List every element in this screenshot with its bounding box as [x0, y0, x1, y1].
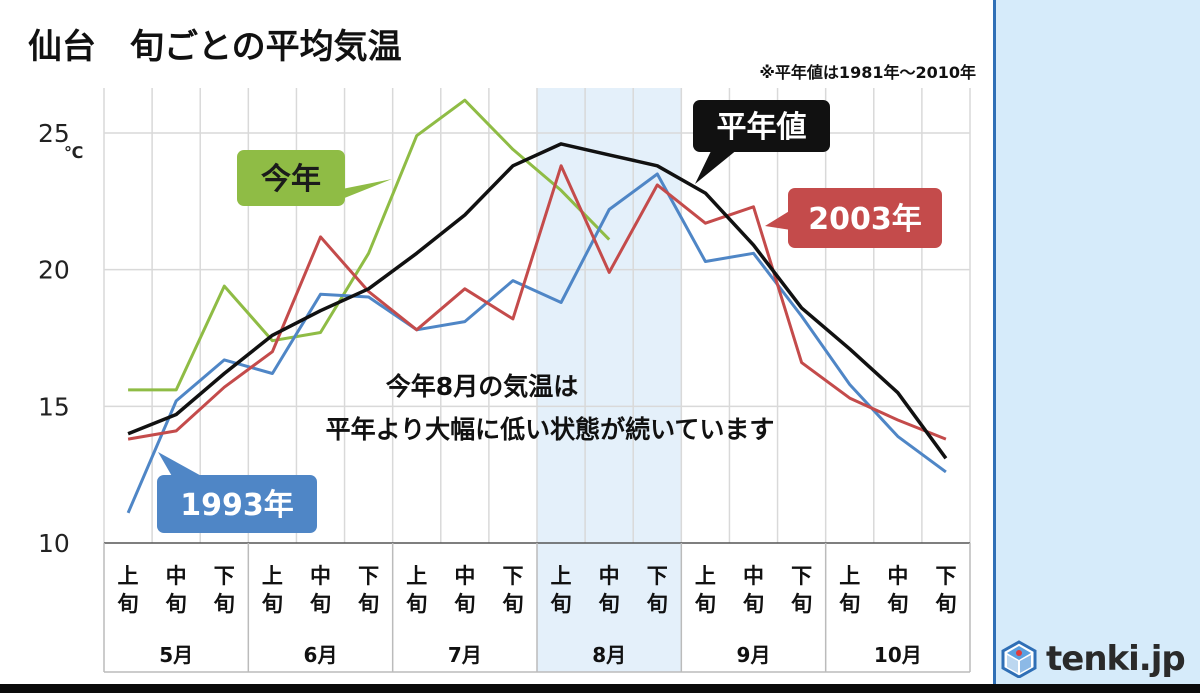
series-line-y2003 — [127, 164, 947, 441]
x-tick-label: 旬 — [453, 592, 475, 616]
callout-pointer — [765, 210, 791, 230]
x-tick-label: 中 — [166, 564, 187, 588]
y-tick-label: 20 — [38, 256, 70, 285]
logo-text: tenki.jp — [1046, 639, 1186, 679]
y-unit-label: ℃ — [64, 143, 83, 162]
tenki-logo-icon — [1001, 640, 1037, 678]
x-tick-label: 旬 — [117, 592, 139, 616]
series-line-y1993 — [126, 172, 947, 514]
series-layer — [126, 98, 948, 514]
normal-period-note: ※平年値は1981年～2010年 — [759, 63, 976, 82]
month-label: 7月 — [448, 643, 482, 667]
x-tick-label: 旬 — [742, 592, 764, 616]
legend-callout-y2003: 2003年 — [765, 188, 942, 248]
y-tick-label: 25 — [38, 119, 70, 148]
y-tick-label: 15 — [38, 392, 70, 421]
x-tick-label: 旬 — [357, 592, 379, 616]
legend-callout-y1993: 1993年 — [157, 452, 317, 533]
x-tick-label: 旬 — [598, 592, 620, 616]
callout-pointer — [158, 452, 205, 478]
month-label: 9月 — [737, 643, 771, 667]
x-tick-label: 中 — [599, 564, 620, 588]
callout-label: 1993年 — [180, 488, 294, 523]
callout-label: 2003年 — [808, 202, 922, 237]
legend-callout-heinen: 平年値 — [693, 100, 830, 184]
callout-label: 平年値 — [717, 110, 807, 145]
callout-pointer — [342, 179, 392, 199]
series-line-kotoshi — [128, 98, 611, 392]
callout-label: 今年 — [261, 162, 321, 197]
x-tick-label: 中 — [887, 564, 908, 588]
callout-box — [788, 188, 942, 248]
x-tick-label: 旬 — [501, 592, 523, 616]
tenki-logo[interactable]: tenki.jp — [1000, 632, 1186, 686]
series-line-heinen — [127, 142, 948, 460]
x-tick-label: 旬 — [694, 592, 716, 616]
x-tick-label: 旬 — [934, 592, 956, 616]
annotation-line-1: 今年8月の気温は — [386, 372, 578, 401]
x-tick-label: 旬 — [838, 592, 860, 616]
month-label: 5月 — [159, 643, 193, 667]
x-tick-label: 上 — [695, 564, 716, 588]
callout-pointer — [695, 149, 738, 184]
x-tick-label: 旬 — [213, 592, 235, 616]
chart-title: 仙台 旬ごとの平均気温 — [28, 27, 402, 67]
temperature-chart: 10152025上旬中旬下旬上旬中旬下旬上旬中旬下旬上旬中旬下旬上旬中旬下旬上旬… — [28, 27, 976, 673]
x-tick-label: 旬 — [261, 592, 283, 616]
x-tick-label: 旬 — [790, 592, 812, 616]
x-tick-label: 下 — [647, 564, 668, 588]
callout-box — [157, 475, 317, 533]
x-tick-label: 旬 — [646, 592, 668, 616]
x-tick-label: 中 — [310, 564, 331, 588]
x-tick-label: 上 — [551, 564, 572, 588]
bottom-bar — [0, 684, 1200, 693]
x-tick-label: 旬 — [309, 592, 331, 616]
x-tick-label: 旬 — [550, 592, 572, 616]
x-tick-label: 下 — [214, 564, 235, 588]
x-tick-label: 下 — [502, 564, 523, 588]
x-tick-label: 中 — [743, 564, 764, 588]
x-tick-label: 上 — [118, 564, 139, 588]
annotation-line-2: 平年より大幅に低い状態が続いています — [326, 415, 775, 444]
label-layer: 10152025上旬中旬下旬上旬中旬下旬上旬中旬下旬上旬中旬下旬上旬中旬下旬上旬… — [38, 100, 956, 667]
chart-panel: 10 15 20 25 上旬中旬下旬上旬中旬下旬上旬中旬下旬上旬中旬下旬上旬中旬下旬上旬… — [0, 0, 996, 684]
month-label: 8月 — [592, 643, 626, 667]
legend-callout-kotoshi: 今年 — [237, 150, 392, 206]
callout-box — [237, 150, 345, 206]
month-label: 6月 — [304, 643, 338, 667]
callout-box — [693, 100, 830, 152]
x-tick-label: 下 — [358, 564, 379, 588]
month-label: 10月 — [874, 643, 922, 667]
x-tick-label: 下 — [791, 564, 812, 588]
x-tick-label: 旬 — [165, 592, 187, 616]
x-tick-label: 旬 — [886, 592, 908, 616]
x-tick-label: 中 — [454, 564, 475, 588]
x-tick-label: 上 — [839, 564, 860, 588]
x-tick-label: 下 — [935, 564, 956, 588]
x-tick-label: 上 — [406, 564, 427, 588]
x-tick-label: 上 — [262, 564, 283, 588]
x-tick-label: 旬 — [405, 592, 427, 616]
y-tick-label: 10 — [38, 529, 70, 558]
